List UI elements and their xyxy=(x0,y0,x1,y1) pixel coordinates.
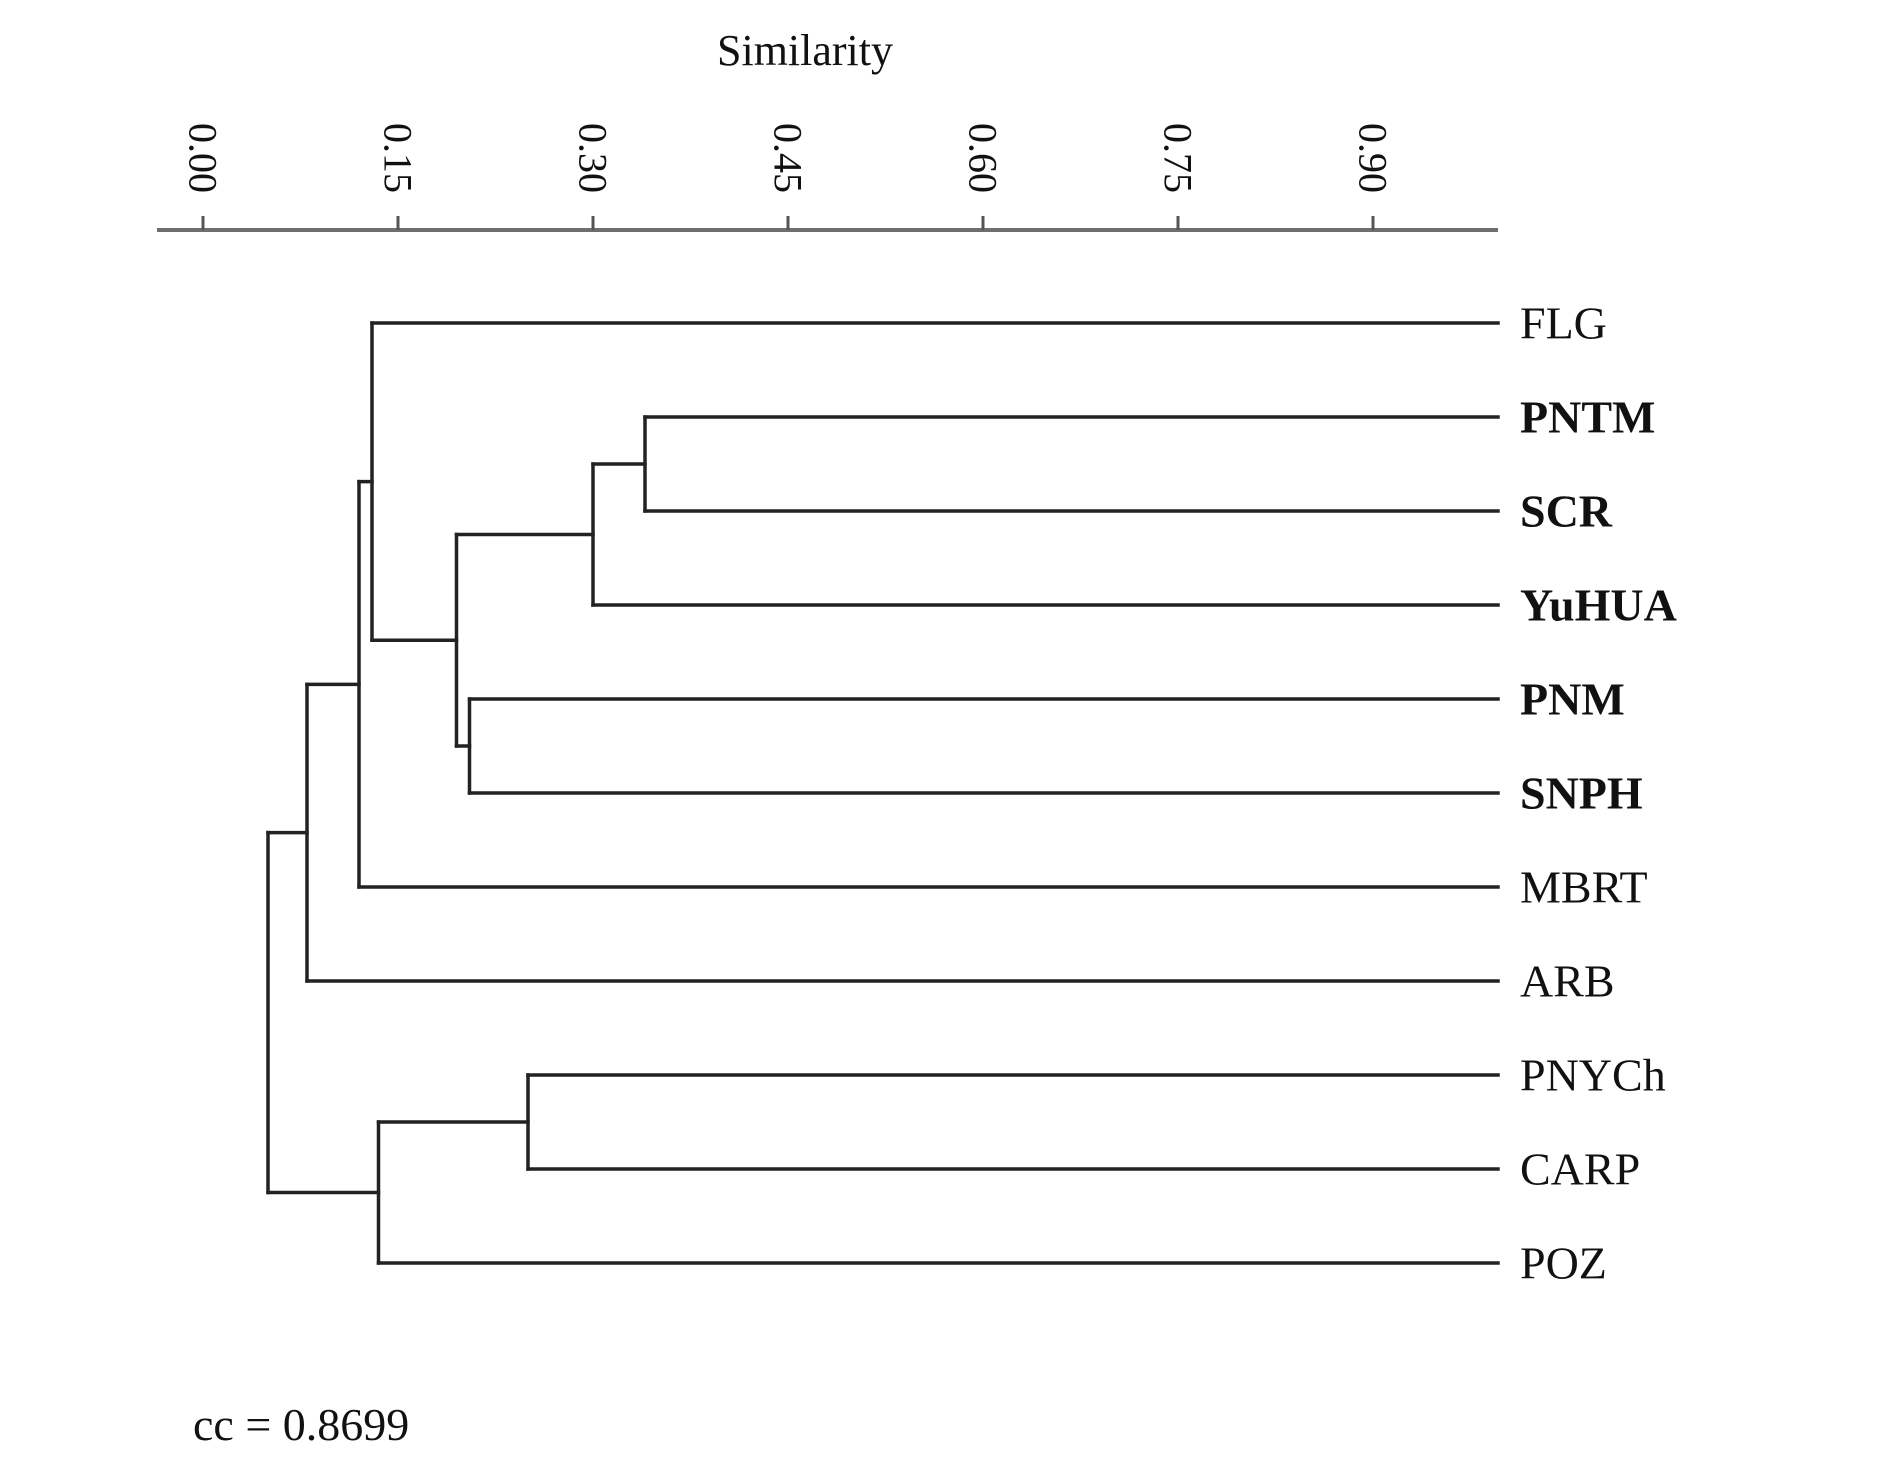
leaf-label-mbrt: MBRT xyxy=(1520,862,1648,913)
axis-tick-label: 0.60 xyxy=(961,123,1006,193)
axis-tick-label: 0.30 xyxy=(571,123,616,193)
leaf-label-flg: FLG xyxy=(1520,298,1607,349)
leaf-label-yuhua: YuHUA xyxy=(1520,580,1677,631)
axis-tick-label: 0.45 xyxy=(766,123,811,193)
axis-tick-label: 0.90 xyxy=(1351,123,1396,193)
leaf-label-snph: SNPH xyxy=(1520,768,1643,819)
leaf-label-scr: SCR xyxy=(1520,486,1613,537)
leaf-label-carp: CARP xyxy=(1520,1144,1640,1195)
dendrogram-branches xyxy=(266,321,1500,1265)
leaf-label-arb: ARB xyxy=(1520,956,1615,1007)
axis-tick-label: 0.75 xyxy=(1156,123,1201,193)
leaf-labels: FLG PNTM SCR YuHUA PNM SNPH MBRT ARB PNYCh CARP PO… xyxy=(1520,298,1677,1289)
axis-tick-label: 0.00 xyxy=(181,123,226,193)
leaf-label-pnych: PNYCh xyxy=(1520,1050,1666,1101)
axis-tick-label: 0.15 xyxy=(376,123,421,193)
leaf-label-poz: POZ xyxy=(1520,1238,1607,1289)
leaf-label-pnm: PNM xyxy=(1520,674,1625,725)
axis-title: Similarity xyxy=(717,26,893,75)
cophenetic-correlation: cc = 0.8699 xyxy=(193,1399,409,1450)
leaf-label-pntm: PNTM xyxy=(1520,392,1655,443)
similarity-axis: 0.00 0.15 0.30 0.45 0.60 0.75 0.90 xyxy=(157,123,1498,232)
